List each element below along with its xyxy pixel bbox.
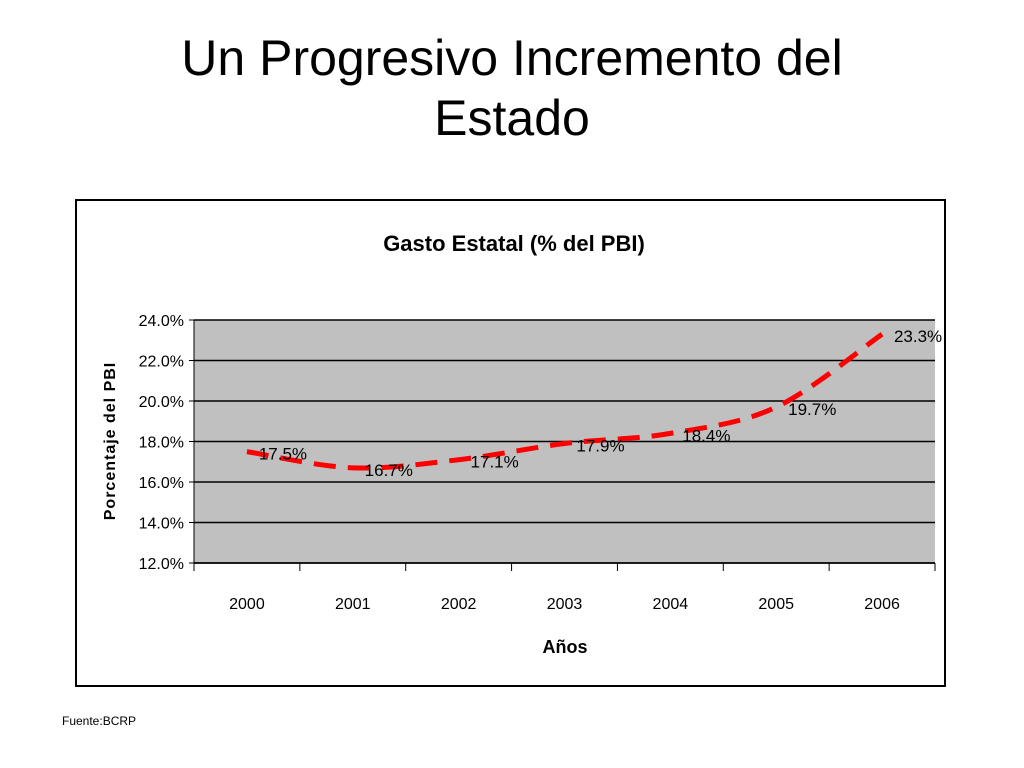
y-tick-label: 12.0%	[139, 556, 184, 573]
y-tick-label: 14.0%	[139, 516, 184, 533]
y-tick-label: 24.0%	[139, 313, 184, 330]
chart-frame: Gasto Estatal (% del PBI) 12.0% 14.0% 16.0…	[75, 199, 946, 687]
x-tick-label: 2002	[441, 596, 477, 613]
y-tick-label: 20.0%	[139, 394, 184, 411]
x-tick-label: 2005	[758, 596, 794, 613]
y-axis-title: Porcentaje del PBI	[102, 362, 119, 521]
y-tick-label: 18.0%	[139, 435, 184, 452]
data-label: 17.9%	[576, 437, 624, 456]
source-note: Fuente:BCRP	[62, 714, 137, 728]
x-tick-label: 2001	[335, 596, 371, 613]
data-label: 19.7%	[788, 400, 836, 419]
slide-title: Un Progresivo Incremento del Estado	[0, 28, 1024, 148]
series-layer	[246, 332, 884, 471]
x-tick-label: 2004	[653, 596, 689, 613]
data-label: 18.4%	[682, 426, 730, 445]
line-chart: Gasto Estatal (% del PBI) 12.0% 14.0% 16.0…	[102, 231, 942, 657]
x-tick-label: 2006	[864, 596, 900, 613]
data-labels: 17.5% 16.7% 17.1% 17.9% 18.4% 19.7% 23.3%	[259, 327, 942, 480]
data-label: 17.1%	[471, 453, 519, 472]
data-label: 17.5%	[259, 445, 307, 464]
slide-title-line-1: Un Progresivo Incremento del	[181, 30, 843, 86]
chart-title: Gasto Estatal (% del PBI)	[383, 231, 645, 256]
slide-title-line-2: Estado	[434, 90, 590, 146]
y-tick-label: 22.0%	[139, 354, 184, 371]
data-label: 16.7%	[365, 461, 413, 480]
x-tick-label: 2003	[547, 596, 583, 613]
y-tick-label: 16.0%	[139, 475, 184, 492]
data-label: 23.3%	[894, 327, 942, 346]
x-tick-label: 2000	[229, 596, 265, 613]
axes: 12.0% 14.0% 16.0% 18.0% 20.0% 22.0% 24.0% 2000 2…	[139, 313, 936, 613]
x-axis-title: Años	[543, 637, 588, 657]
